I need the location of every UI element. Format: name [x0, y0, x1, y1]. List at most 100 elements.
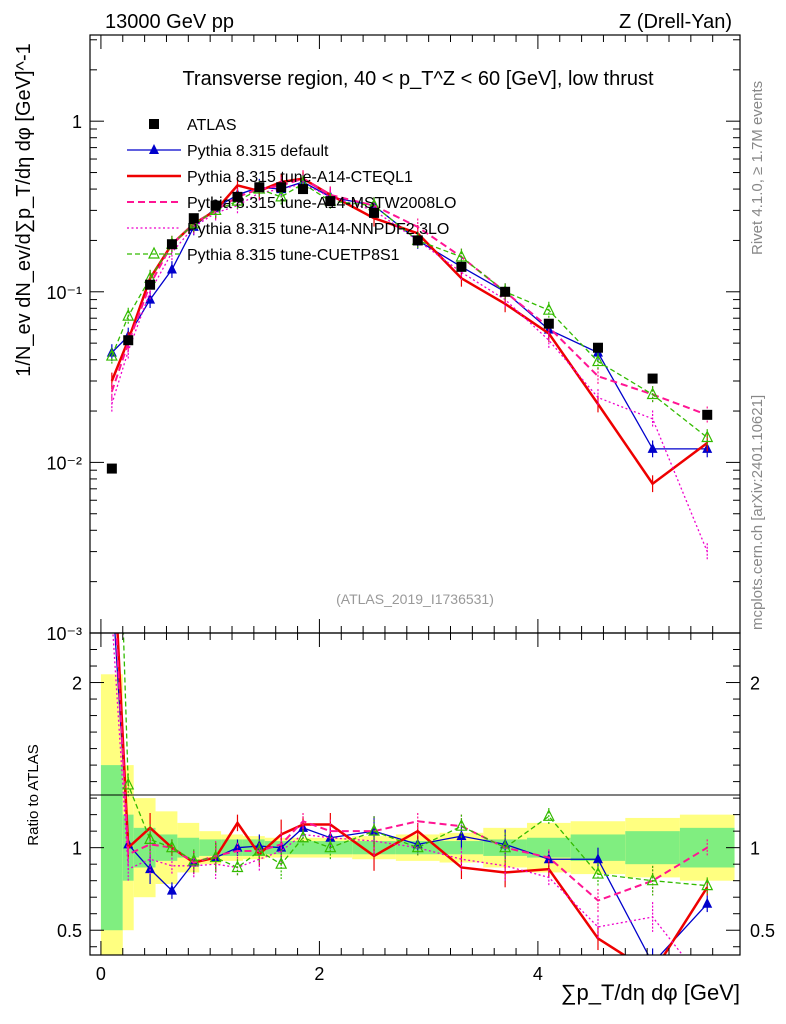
mcplots-label: mcplots.cern.ch [arXiv:2401.10621]: [749, 395, 766, 630]
main-y-tick-labels: 10⁻³ 10⁻² 10⁻¹ 1: [46, 112, 82, 644]
ratio-line-cuetp8s1: [122, 633, 708, 887]
ratio-marker-cuetp8s1: [411, 840, 424, 853]
data-point-atlas: [456, 261, 467, 272]
ratio-band-stat: [625, 831, 680, 865]
ratio-marker-cuetp8s1: [701, 878, 714, 891]
ratio-y-tick-label-right-1: 1: [750, 839, 760, 859]
marker-cuetp8s1: [122, 308, 135, 321]
data-point-atlas: [145, 279, 156, 290]
ratio-y-tick-label-right-0.5: 0.5: [750, 921, 775, 941]
marker-cuetp8s1: [646, 387, 659, 400]
legend-label-cteql1: Pythia 8.315 tune-A14-CTEQL1: [187, 169, 413, 186]
legend-entry-cuetp8s1: Pythia 8.315 tune-CUETP8S1: [127, 246, 400, 264]
ratio-band-stat: [100, 765, 123, 931]
y-tick-label-1e-3: 10⁻³: [46, 624, 82, 644]
legend-label-mstw: Pythia 8.315 tune-A14-MSTW2008LO: [187, 195, 456, 212]
x-axis-label: ∑p_T/dη dφ [GeV]: [561, 980, 740, 1005]
main-y-axis-label: 1/N_ev dN_ev/d∑p_T/dη dφ [GeV]^-1: [13, 43, 35, 376]
ratio-marker-default: [166, 884, 177, 895]
analysis-label: (ATLAS_2019_I1736531): [336, 591, 494, 607]
legend-entry-atlas: ATLAS: [149, 117, 237, 134]
data-point-atlas: [647, 373, 658, 384]
legend-entry-mstw: Pythia 8.315 tune-A14-MSTW2008LO: [127, 195, 456, 212]
legend-symbol-atlas: [149, 119, 159, 129]
data-point-atlas: [369, 207, 380, 218]
rivet-label: Rivet 4.1.0, ≥ 1.7M events: [749, 81, 766, 255]
x-tick-labels: 0 2 4: [96, 964, 543, 984]
ratio-marker-default: [145, 863, 156, 874]
data-point-atlas: [276, 182, 287, 193]
marker-default: [166, 263, 177, 274]
header-right: Z (Drell-Yan): [619, 11, 732, 33]
ratio-y-tick-label-2: 2: [72, 674, 82, 694]
data-point-atlas: [106, 463, 117, 474]
ratio-marker-cuetp8s1: [122, 777, 135, 790]
main-series-layer: [105, 170, 714, 560]
y-tick-label-1e-2: 10⁻²: [46, 453, 82, 473]
legend-marker-default: [149, 144, 159, 154]
data-point-atlas: [325, 196, 336, 207]
marker-cuetp8s1: [592, 354, 604, 367]
data-point-atlas: [543, 318, 554, 329]
ratio-line-cteql1: [116, 633, 709, 955]
data-point-atlas: [592, 342, 603, 353]
legend-label-cuetp8s1: Pythia 8.315 tune-CUETP8S1: [187, 247, 400, 264]
ratio-marker-default: [702, 897, 713, 908]
data-point-atlas: [188, 213, 199, 224]
data-point-atlas: [123, 335, 134, 346]
ratio-marker-cuetp8s1: [165, 840, 178, 853]
ratio-marker-cuetp8s1: [368, 823, 381, 836]
ratio-y-axis-label: Ratio to ATLAS: [25, 744, 42, 845]
ratio-band-stat: [526, 837, 571, 858]
marker-cuetp8s1: [455, 249, 468, 262]
legend-marker-cuetp8s1: [148, 246, 160, 259]
legend: ATLAS Pythia 8.315 default Pythia 8.315 …: [127, 117, 456, 264]
ratio-marker-cuetp8s1: [324, 840, 337, 853]
ratio-y-tick-labels: 0.5 1 2 0.5 1 2: [57, 674, 775, 942]
ratio-line-nnpdf: [112, 633, 684, 955]
legend-label-atlas: ATLAS: [187, 117, 237, 134]
ratio-marker-default: [107, 577, 117, 587]
ratio-marker-cuetp8s1: [499, 840, 512, 853]
marker-default: [647, 442, 658, 453]
marker-cuetp8s1: [275, 189, 288, 202]
series-line-nnpdf: [111, 183, 708, 552]
ratio-marker-default: [592, 853, 603, 864]
x-tick-label-4: 4: [533, 964, 543, 984]
data-point-atlas: [500, 286, 511, 297]
ratio-marker-cuetp8s1: [592, 866, 604, 879]
data-point-atlas: [210, 200, 221, 211]
series-line-mstw: [110, 177, 708, 416]
ratio-marker-cuetp8s1: [231, 860, 244, 873]
ratio-y-tick-label-1: 1: [72, 839, 82, 859]
ratio-marker-cuetp8s1: [275, 856, 288, 869]
ratio-y-tick-label-0.5: 0.5: [57, 921, 82, 941]
legend-entry-cteql1: Pythia 8.315 tune-A14-CTEQL1: [127, 169, 413, 186]
y-tick-label-1: 1: [72, 112, 82, 132]
ratio-marker-default: [648, 957, 658, 967]
marker-cuetp8s1: [105, 348, 118, 361]
axis-ticks: [90, 35, 740, 955]
x-tick-label-0: 0: [96, 964, 106, 984]
ratio-marker-cuetp8s1: [297, 830, 309, 843]
ratio-marker-cuetp8s1: [107, 264, 117, 274]
ratio-marker-cuetp8s1: [209, 850, 222, 863]
ratio-marker-cuetp8s1: [455, 818, 468, 831]
marker-cuetp8s1: [701, 430, 714, 443]
ratio-marker-cuetp8s1: [646, 873, 659, 886]
ratio-marker-cuetp8s1: [253, 843, 266, 856]
ratio-marker-cuetp8s1: [187, 853, 200, 866]
marker-cuetp8s1: [542, 302, 555, 315]
y-tick-label-1e-1: 10⁻¹: [46, 283, 82, 303]
ratio-y-tick-label-right-2: 2: [750, 674, 760, 694]
data-point-atlas: [412, 235, 423, 246]
data-point-atlas: [298, 184, 309, 195]
legend-entry-default: Pythia 8.315 default: [127, 143, 329, 160]
header-left: 13000 GeV pp: [105, 11, 234, 33]
data-point-atlas: [702, 409, 713, 420]
ratio-series-layer: [107, 264, 714, 967]
plot-title: Transverse region, 40 < p_T^Z < 60 [GeV]…: [182, 68, 654, 90]
ratio-marker-cuetp8s1: [542, 808, 555, 821]
ratio-band-stat: [286, 841, 309, 855]
ratio-line-default: [114, 633, 708, 955]
